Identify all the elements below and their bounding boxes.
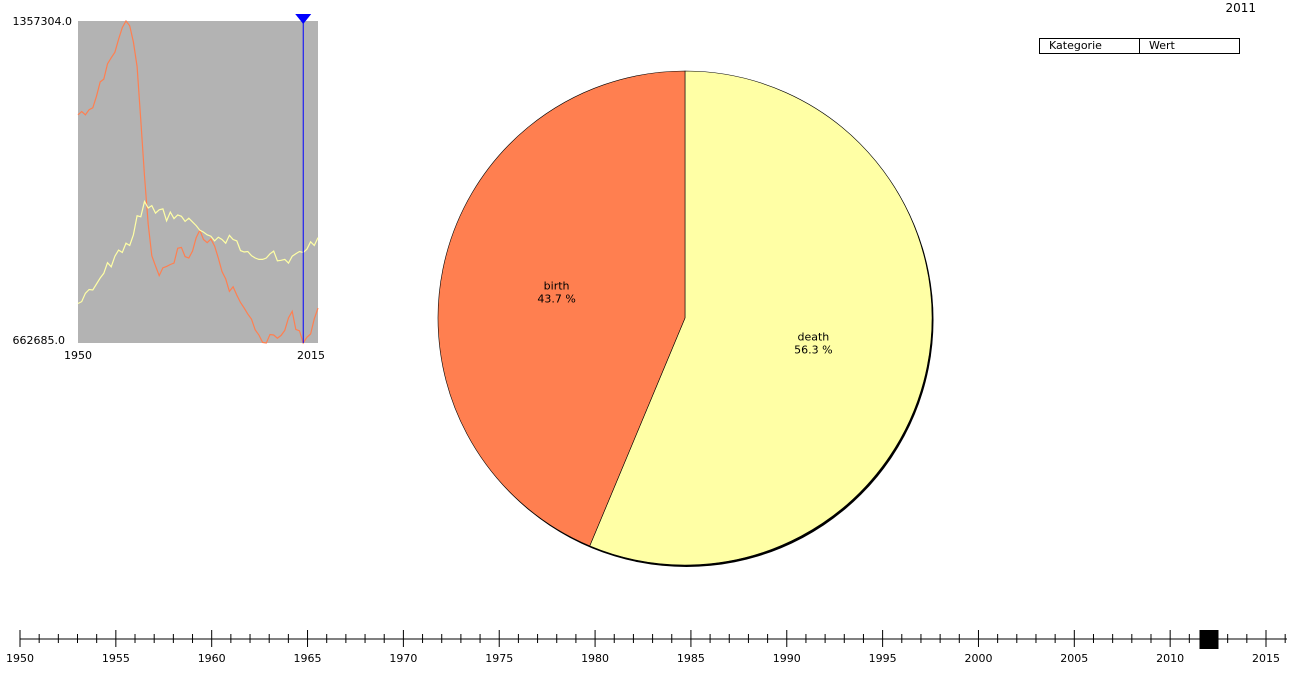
pie-label-birth: birth xyxy=(544,279,570,292)
year-cursor-marker[interactable] xyxy=(295,14,312,24)
timeline-label-1995: 1995 xyxy=(869,652,897,665)
y-axis-min-label: 662685.0 xyxy=(13,334,66,347)
current-year-label: 2011 xyxy=(1225,1,1256,15)
pie-slice-death[interactable] xyxy=(589,70,933,566)
mini-line-chart: 1357304.0 662685.0 1950 2015 xyxy=(13,14,325,362)
pie-percent-death: 56.3 % xyxy=(794,344,832,357)
timeline-label-1985: 1985 xyxy=(677,652,705,665)
legend-header-kategorie: Kategorie xyxy=(1049,39,1102,52)
timeline-label-1975: 1975 xyxy=(485,652,513,665)
pie-label-death: death xyxy=(798,331,830,344)
timeline-label-1990: 1990 xyxy=(773,652,801,665)
timeline-label-1950: 1950 xyxy=(6,652,34,665)
timeline-label-1965: 1965 xyxy=(294,652,322,665)
y-axis-max-label: 1357304.0 xyxy=(13,15,73,28)
x-axis-start-label: 1950 xyxy=(64,349,92,362)
timeline-slider[interactable]: 1950 1955 1960 1965 1970 1975 1980 1985 1990 1995… xyxy=(6,630,1287,665)
timeline-label-1955: 1955 xyxy=(102,652,130,665)
mini-chart-background xyxy=(78,21,318,343)
series-line-death xyxy=(77,199,319,305)
timeline-label-2015: 2015 xyxy=(1252,652,1280,665)
series-line-birth xyxy=(77,19,319,345)
legend-table: Kategorie Wert xyxy=(1039,38,1240,54)
timeline-handle[interactable] xyxy=(1199,630,1219,649)
pie-percent-birth: 43.7 % xyxy=(537,292,575,305)
timeline-label-2005: 2005 xyxy=(1060,652,1088,665)
timeline-label-1980: 1980 xyxy=(581,652,609,665)
timeline-label-2000: 2000 xyxy=(964,652,992,665)
timeline-label-1960: 1960 xyxy=(198,652,226,665)
legend-header-wert: Wert xyxy=(1139,39,1239,53)
timeline-label-2010: 2010 xyxy=(1156,652,1184,665)
x-axis-end-label: 2015 xyxy=(297,349,325,362)
pie-slice-birth[interactable] xyxy=(437,70,686,547)
timeline-label-1970: 1970 xyxy=(389,652,417,665)
